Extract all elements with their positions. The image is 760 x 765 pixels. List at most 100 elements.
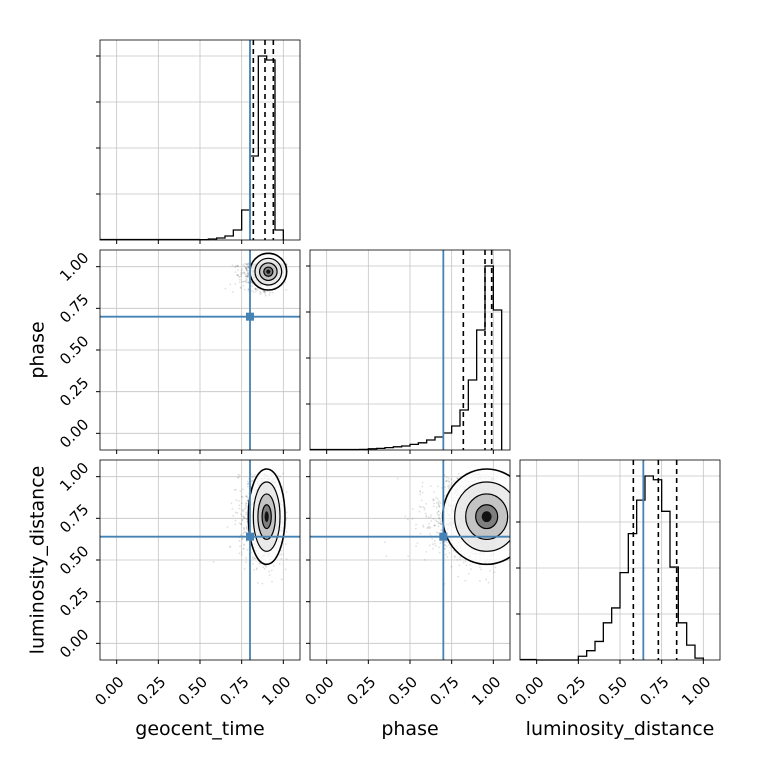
sample-point (245, 281, 248, 284)
sample-point (247, 289, 250, 292)
sample-point (411, 517, 414, 520)
sample-point (239, 287, 242, 290)
sample-point (276, 474, 279, 477)
sample-point (284, 281, 287, 284)
sample-point (240, 551, 243, 553)
sample-point (255, 567, 258, 570)
sample-point (234, 264, 237, 267)
sample-point (231, 507, 234, 510)
sample-point (252, 291, 255, 293)
sample-point (432, 518, 435, 520)
sample-point (226, 526, 229, 529)
sample-point (439, 512, 442, 515)
sample-point (433, 490, 436, 493)
sample-point (243, 280, 246, 283)
sample-point (438, 514, 441, 517)
y-tick-label: 0.75 (56, 500, 92, 536)
sample-point (419, 489, 422, 492)
sample-point (246, 275, 249, 278)
sample-point (445, 545, 448, 548)
sample-point (449, 483, 452, 486)
sample-point (428, 522, 431, 525)
sample-point (246, 480, 249, 483)
sample-point (243, 516, 245, 518)
density-panel-geocent_time-phase (99, 249, 301, 451)
sample-point (237, 274, 239, 277)
sample-point (448, 485, 451, 488)
sample-point (271, 291, 274, 294)
sample-point (443, 494, 446, 497)
sample-point (246, 275, 249, 278)
sample-point (415, 523, 418, 526)
sample-point (428, 527, 431, 530)
y-tick-label: 1.00 (56, 249, 92, 285)
sample-point (421, 481, 424, 484)
sample-point (245, 511, 248, 514)
sample-point (254, 288, 257, 291)
sample-point (245, 278, 248, 281)
sample-point (462, 561, 465, 564)
sample-point (241, 537, 244, 540)
sample-point (456, 477, 458, 480)
sample-point (240, 271, 243, 274)
sample-point (437, 503, 440, 506)
sample-point (418, 505, 421, 508)
sample-point (255, 288, 258, 290)
sample-point (435, 496, 438, 499)
sample-point (245, 275, 248, 278)
sample-point (240, 275, 242, 278)
sample-point (229, 545, 232, 548)
sample-point (441, 487, 443, 489)
sample-point (448, 552, 451, 554)
sample-point (436, 513, 439, 516)
sample-point (485, 578, 488, 581)
sample-point (251, 557, 254, 560)
density-phase-luminosity_distance (384, 468, 510, 585)
sample-point (247, 266, 249, 268)
sample-point (234, 489, 237, 491)
sample-point (247, 276, 250, 279)
sample-point (236, 476, 239, 479)
sample-point (421, 491, 424, 494)
x-tick-label: 0.00 (301, 673, 337, 709)
sample-point (245, 513, 247, 516)
sample-point (256, 289, 259, 292)
sample-point (245, 267, 248, 270)
sample-point (425, 550, 427, 553)
sample-point (246, 500, 249, 502)
sample-point (245, 268, 248, 271)
density-panel-geocent_time-luminosity_distance (99, 459, 301, 661)
sample-point (224, 287, 227, 290)
sample-point (406, 518, 409, 521)
sample-point (233, 488, 236, 491)
sample-point (437, 522, 440, 525)
sample-point (244, 275, 247, 278)
sample-point (247, 272, 250, 275)
truth-marker (246, 312, 254, 321)
sample-point (247, 288, 250, 291)
sample-point (234, 271, 237, 273)
sample-point (238, 281, 241, 284)
sample-point (246, 496, 249, 499)
sample-point (427, 516, 430, 519)
sample-point (436, 532, 439, 535)
sample-point (247, 482, 249, 485)
sample-point (419, 493, 422, 496)
sample-point (262, 566, 265, 569)
sample-point (435, 506, 438, 509)
sample-point (237, 476, 240, 479)
x-tick-label: 0.50 (595, 673, 631, 709)
sample-point (243, 288, 246, 291)
sample-point (433, 524, 436, 527)
sample-point (459, 556, 462, 558)
sample-point (235, 499, 238, 502)
sample-point (438, 522, 441, 525)
y-tick-label: 0.00 (56, 415, 92, 451)
sample-point (247, 288, 250, 291)
sample-point (242, 510, 245, 513)
sample-point (240, 534, 242, 537)
sample-point (261, 582, 264, 585)
density-geocent_time-phase (224, 252, 288, 297)
y-axis-label-luminosity_distance: luminosity_distance (27, 466, 49, 655)
